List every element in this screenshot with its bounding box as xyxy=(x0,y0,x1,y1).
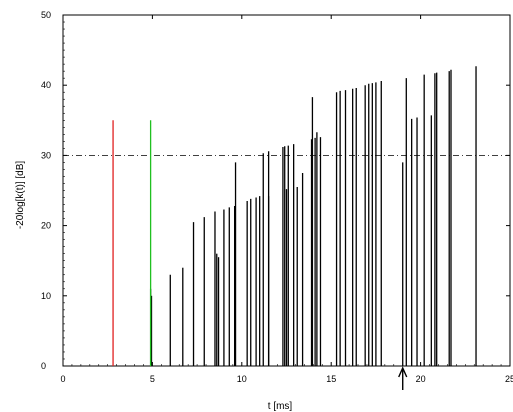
x-tick-label: 10 xyxy=(237,374,247,384)
x-tick-label: 25 xyxy=(505,374,513,384)
y-tick-label: 10 xyxy=(41,291,51,301)
y-tick-label: 30 xyxy=(41,150,51,160)
x-tick-label: 5 xyxy=(150,374,155,384)
arrow-head xyxy=(398,366,408,378)
x-tick-label: 0 xyxy=(60,374,65,384)
y-tick-label: 0 xyxy=(41,361,46,371)
x-tick-label: 20 xyxy=(416,374,426,384)
tick-labels: 0 5 10 15 20 25 0 10 20 30 40 50 xyxy=(41,10,513,384)
x-tick-label: 15 xyxy=(326,374,336,384)
y-tick-label: 40 xyxy=(41,80,51,90)
y-axis-label: -20log[k(t)] [dB] xyxy=(15,161,26,230)
markers-layer xyxy=(112,120,152,366)
arrow-marker-icon xyxy=(398,366,408,390)
x-axis-label: t [ms] xyxy=(268,401,293,412)
tick-marks xyxy=(62,14,511,367)
y-tick-label: 20 xyxy=(41,221,51,231)
y-tick-label: 50 xyxy=(41,10,51,20)
bars-layer xyxy=(149,66,477,366)
